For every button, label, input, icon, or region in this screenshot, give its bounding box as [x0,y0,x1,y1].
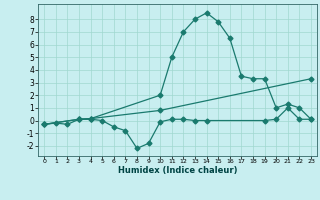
X-axis label: Humidex (Indice chaleur): Humidex (Indice chaleur) [118,166,237,175]
